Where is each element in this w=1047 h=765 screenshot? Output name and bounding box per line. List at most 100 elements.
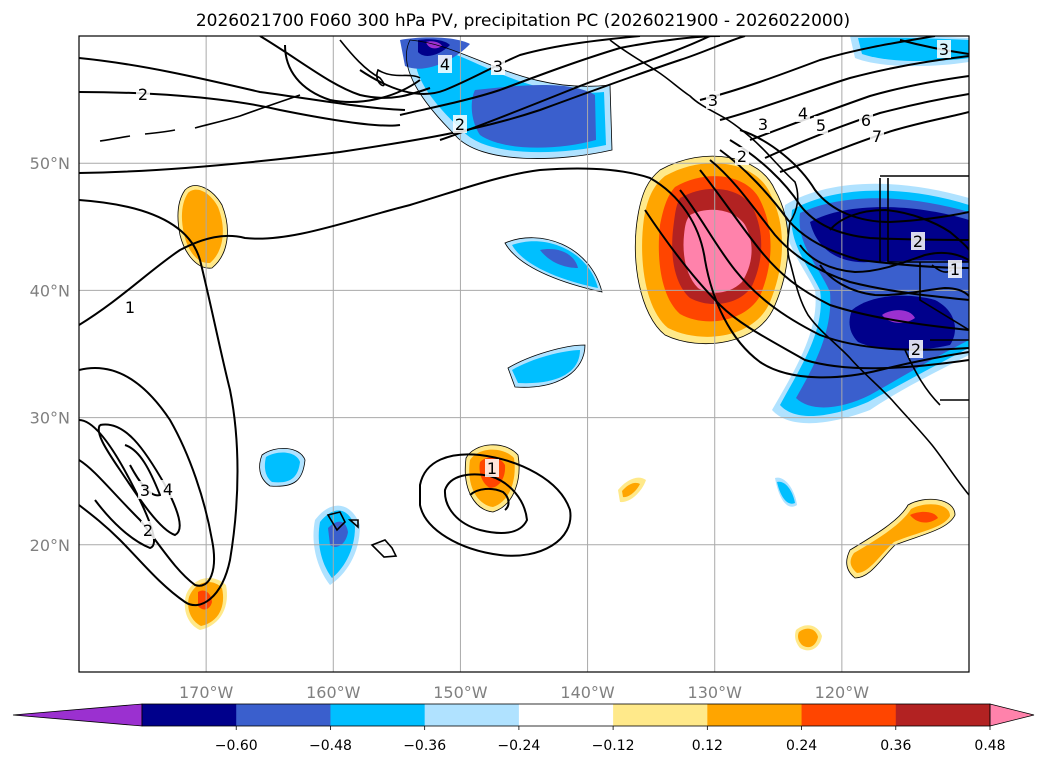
colorbar-tick-label: 0.48 bbox=[974, 738, 1005, 754]
colorbar-segment bbox=[424, 704, 520, 726]
pv-contour-label: 7 bbox=[872, 127, 882, 146]
pv-contour bbox=[679, 189, 969, 351]
lat-tick-label: 50°N bbox=[30, 154, 70, 173]
pv-contour bbox=[359, 36, 641, 95]
coastline bbox=[904, 349, 969, 406]
graticule bbox=[79, 36, 969, 672]
precip-outline bbox=[846, 498, 956, 579]
chart-title: 2026021700 F060 300 hPa PV, precipitatio… bbox=[196, 11, 850, 31]
precip-patch bbox=[849, 295, 955, 350]
pv-label-bg bbox=[123, 298, 137, 316]
lon-tick-label: 120°W bbox=[815, 683, 870, 702]
pv-label-bg bbox=[756, 115, 770, 133]
colorbar-tick-label: −0.24 bbox=[497, 738, 540, 754]
precip-patch bbox=[471, 85, 596, 148]
pv-label-bg bbox=[138, 481, 152, 499]
precip-patch bbox=[264, 452, 300, 483]
colorbar-tick-label: −0.60 bbox=[215, 738, 258, 754]
pv-contour bbox=[419, 453, 572, 557]
pv-contour-label: 2 bbox=[455, 115, 465, 134]
precip-outline bbox=[634, 155, 789, 345]
pv-contour bbox=[79, 91, 401, 127]
pv-contour bbox=[79, 199, 239, 607]
pv-contour bbox=[97, 423, 181, 537]
colorbar-frame bbox=[141, 703, 991, 727]
pv-contour bbox=[829, 208, 969, 251]
pv-contour bbox=[749, 75, 969, 141]
pv-contour bbox=[699, 36, 936, 101]
precip-patch bbox=[540, 249, 578, 268]
pv-contour-label: 3 bbox=[708, 91, 718, 110]
pv-contour bbox=[79, 57, 406, 111]
colorbar-segment bbox=[801, 704, 897, 726]
colorbar-tick-label: −0.48 bbox=[309, 738, 352, 754]
map-frame bbox=[78, 35, 970, 673]
precip-patch bbox=[512, 350, 580, 384]
pv-contour-label: 3 bbox=[939, 40, 949, 59]
lon-tick-label: 150°W bbox=[433, 683, 488, 702]
pv-contour-label: 6 bbox=[861, 111, 871, 130]
latitude-labels: 20°N 30°N 40°N 50°N bbox=[30, 154, 70, 555]
pv-contour bbox=[779, 111, 969, 173]
colorbar-segment bbox=[518, 704, 614, 726]
pv-label-bg bbox=[136, 85, 150, 103]
pv-label-bg bbox=[438, 55, 452, 73]
pv-label-bg bbox=[911, 232, 925, 250]
pv-contour bbox=[79, 36, 746, 174]
longitude-labels: 170°W 160°W 150°W 140°W 130°W 120°W bbox=[179, 683, 869, 702]
coastline bbox=[879, 178, 969, 331]
colorbar-segment bbox=[330, 704, 426, 726]
pv-contour bbox=[719, 55, 969, 121]
precip-patch bbox=[683, 209, 752, 293]
lon-tick-label: 170°W bbox=[179, 683, 234, 702]
colorbar-tick-label: 0.24 bbox=[786, 738, 817, 754]
precip-patch bbox=[622, 482, 640, 498]
island bbox=[326, 511, 398, 558]
pv-contour-label: 2 bbox=[911, 340, 921, 359]
pv-contour bbox=[79, 167, 969, 379]
precip-patch bbox=[512, 241, 598, 288]
precip-outline bbox=[259, 448, 306, 487]
precip-outline bbox=[507, 344, 586, 388]
colorbar-segment bbox=[142, 704, 237, 726]
pv-label-bg bbox=[870, 127, 884, 145]
pv-label-bg bbox=[948, 260, 962, 278]
coastline bbox=[99, 94, 301, 142]
pv-contour bbox=[819, 264, 969, 297]
colorbar-tick-label: −0.12 bbox=[592, 738, 635, 754]
lat-tick-label: 30°N bbox=[30, 409, 70, 428]
pv-contour bbox=[399, 36, 721, 116]
pv-label-bg bbox=[141, 521, 155, 539]
pv-contour-label: 5 bbox=[816, 116, 826, 135]
precip-outline bbox=[504, 237, 603, 293]
pv-contour bbox=[284, 44, 421, 103]
coastline bbox=[339, 39, 421, 87]
pv-label-bg bbox=[491, 57, 505, 75]
pv-contour-label: 2 bbox=[737, 147, 747, 166]
pv-contour bbox=[719, 149, 969, 269]
precip-patch bbox=[910, 511, 938, 523]
colorbar-segment bbox=[707, 704, 803, 726]
pv-label-bg bbox=[485, 459, 499, 477]
pv-label-bg bbox=[909, 340, 923, 358]
pv-contour bbox=[764, 93, 969, 159]
pv-label-bg bbox=[859, 111, 873, 129]
pv-contour-label: 4 bbox=[163, 480, 173, 499]
pv-label-bg bbox=[796, 104, 810, 122]
precip-patch bbox=[777, 481, 795, 504]
pv-contour-label: 3 bbox=[493, 57, 503, 76]
pv-label-bg bbox=[706, 91, 720, 109]
pv-contour bbox=[259, 36, 431, 99]
colorbar-tick-label: 0.12 bbox=[692, 738, 723, 754]
pv-contour bbox=[699, 169, 969, 331]
colorbar-segment bbox=[613, 704, 708, 726]
pv-contour bbox=[124, 444, 162, 497]
pv-contour bbox=[469, 487, 510, 511]
lon-tick-label: 140°W bbox=[560, 683, 615, 702]
colorbar-extend-low bbox=[12, 703, 143, 727]
lat-tick-label: 20°N bbox=[30, 536, 70, 555]
pv-contour-label: 2 bbox=[143, 521, 153, 540]
precip-outline bbox=[464, 444, 520, 513]
